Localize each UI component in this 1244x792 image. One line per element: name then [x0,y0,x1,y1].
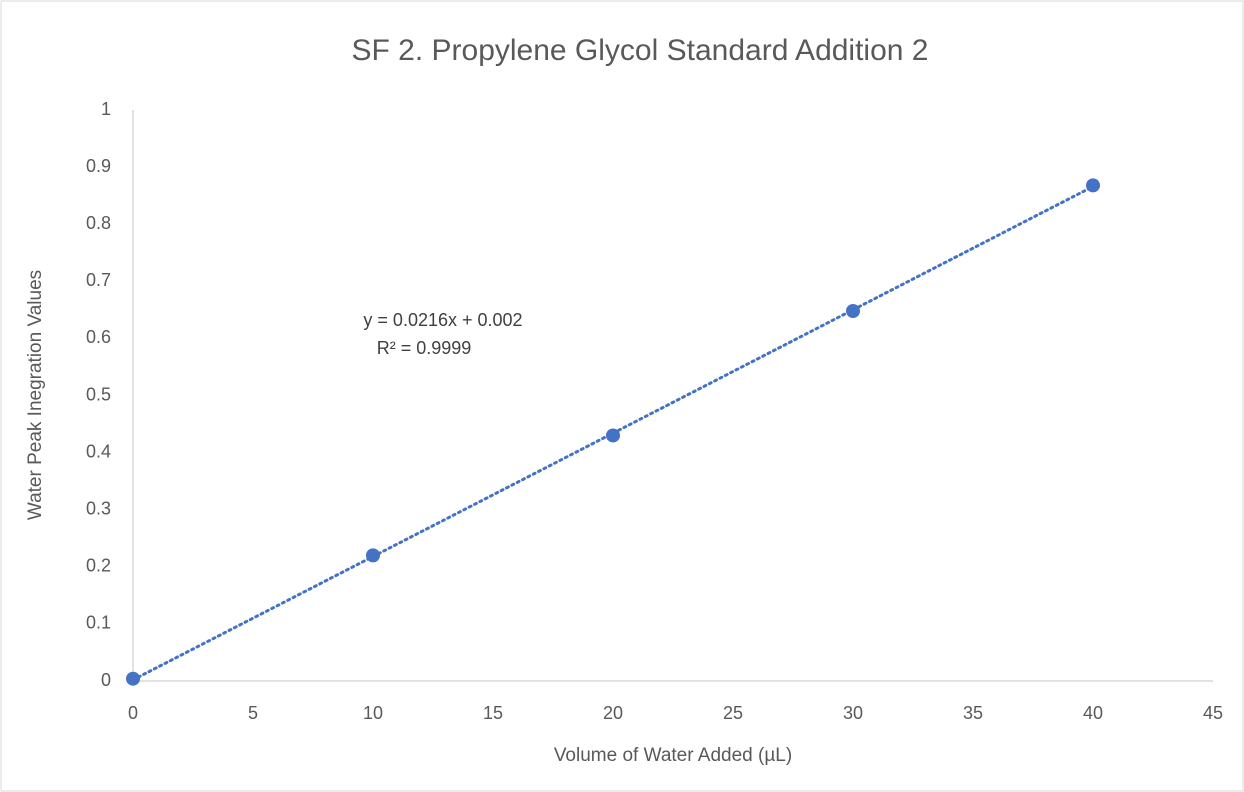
x-tick-label: 0 [128,703,138,723]
x-tick-label: 20 [603,703,623,723]
y-tick-label: 0.5 [86,384,111,404]
x-tick-label: 15 [483,703,503,723]
data-point [126,671,140,686]
trendline-r2: R² = 0.9999 [377,338,472,358]
y-tick-label: 0.4 [86,441,111,461]
y-tick-label: 0.8 [86,213,111,233]
x-tick-label: 10 [363,703,383,723]
data-point [606,428,620,443]
data-point [366,548,380,563]
y-tick-label: 1 [101,99,111,119]
x-tick-label: 45 [1203,703,1223,723]
x-tick-label: 5 [248,703,258,723]
x-axis-label: Volume of Water Added (µL) [554,745,792,766]
x-tick-label: 25 [723,703,743,723]
trendline-equation: y = 0.0216x + 0.002 [363,310,522,330]
x-tick-label: 40 [1083,703,1103,723]
y-tick-label: 0.2 [86,556,111,576]
x-tick-label: 30 [843,703,863,723]
data-point [846,303,860,318]
x-tick-label: 35 [963,703,983,723]
y-axis-label: Water Peak Inegration Values [25,270,46,520]
y-tick-label: 0.6 [86,327,111,347]
data-point [1086,178,1100,193]
chart-title: SF 2. Propylene Glycol Standard Addition… [351,34,928,67]
y-tick-label: 0.1 [86,613,111,633]
y-tick-label: 0 [101,670,111,690]
y-tick-label: 0.3 [86,498,111,518]
y-tick-label: 0.7 [86,270,111,290]
y-tick-label: 0.9 [86,156,111,176]
